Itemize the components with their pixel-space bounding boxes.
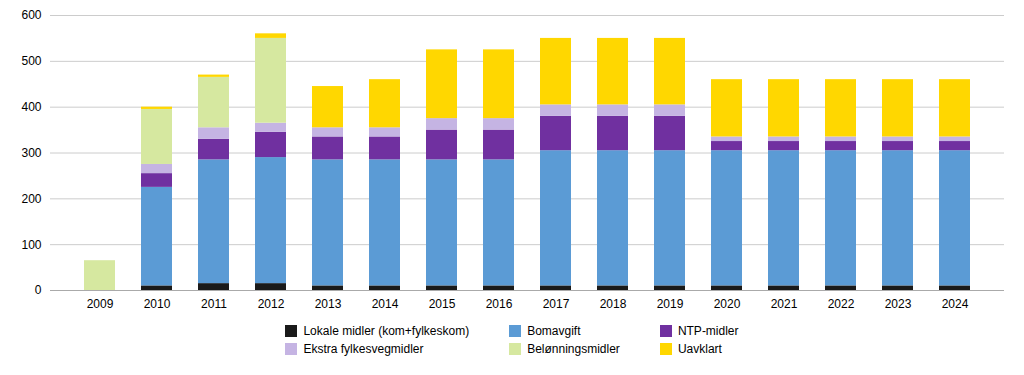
html-text:Ekstra fylkesvegmidler: Ekstra fylkesvegmidler [303,342,424,356]
html-text:Uavklart: Uavklart [677,342,722,356]
svg-text:100: 100 [21,238,41,252]
svg-text:2019: 2019 [657,297,684,311]
html-text:Lokale midler (kom+fylkeskom): Lokale midler (kom+fylkeskom) [303,324,470,338]
svg-text:2012: 2012 [258,297,285,311]
svg-text:2017: 2017 [543,297,570,311]
svg-text:2013: 2013 [315,297,342,311]
svg-text:2022: 2022 [828,297,855,311]
svg-text:2015: 2015 [429,297,456,311]
html-text:NTP-midler: NTP-midler [677,324,739,338]
html-text:Bomavgift: Bomavgift [527,324,581,338]
svg-text:2023: 2023 [885,297,912,311]
svg-text:2011: 2011 [201,297,227,311]
svg-text:2016: 2016 [486,297,513,311]
html-text:Belønningsmidler: Belønningsmidler [527,342,620,356]
svg-text:2010: 2010 [144,297,171,311]
svg-text:2021: 2021 [771,297,798,311]
svg-text:400: 400 [21,100,41,114]
svg-text:600: 600 [21,8,41,22]
svg-text:2014: 2014 [372,297,399,311]
svg-text:2024: 2024 [942,297,969,311]
svg-text:200: 200 [21,192,41,206]
svg-text:2009: 2009 [87,297,114,311]
svg-text:2020: 2020 [714,297,741,311]
svg-text:0: 0 [35,283,42,297]
svg-text:300: 300 [21,146,41,160]
svg-text:500: 500 [21,54,41,68]
svg-text:2018: 2018 [600,297,627,311]
